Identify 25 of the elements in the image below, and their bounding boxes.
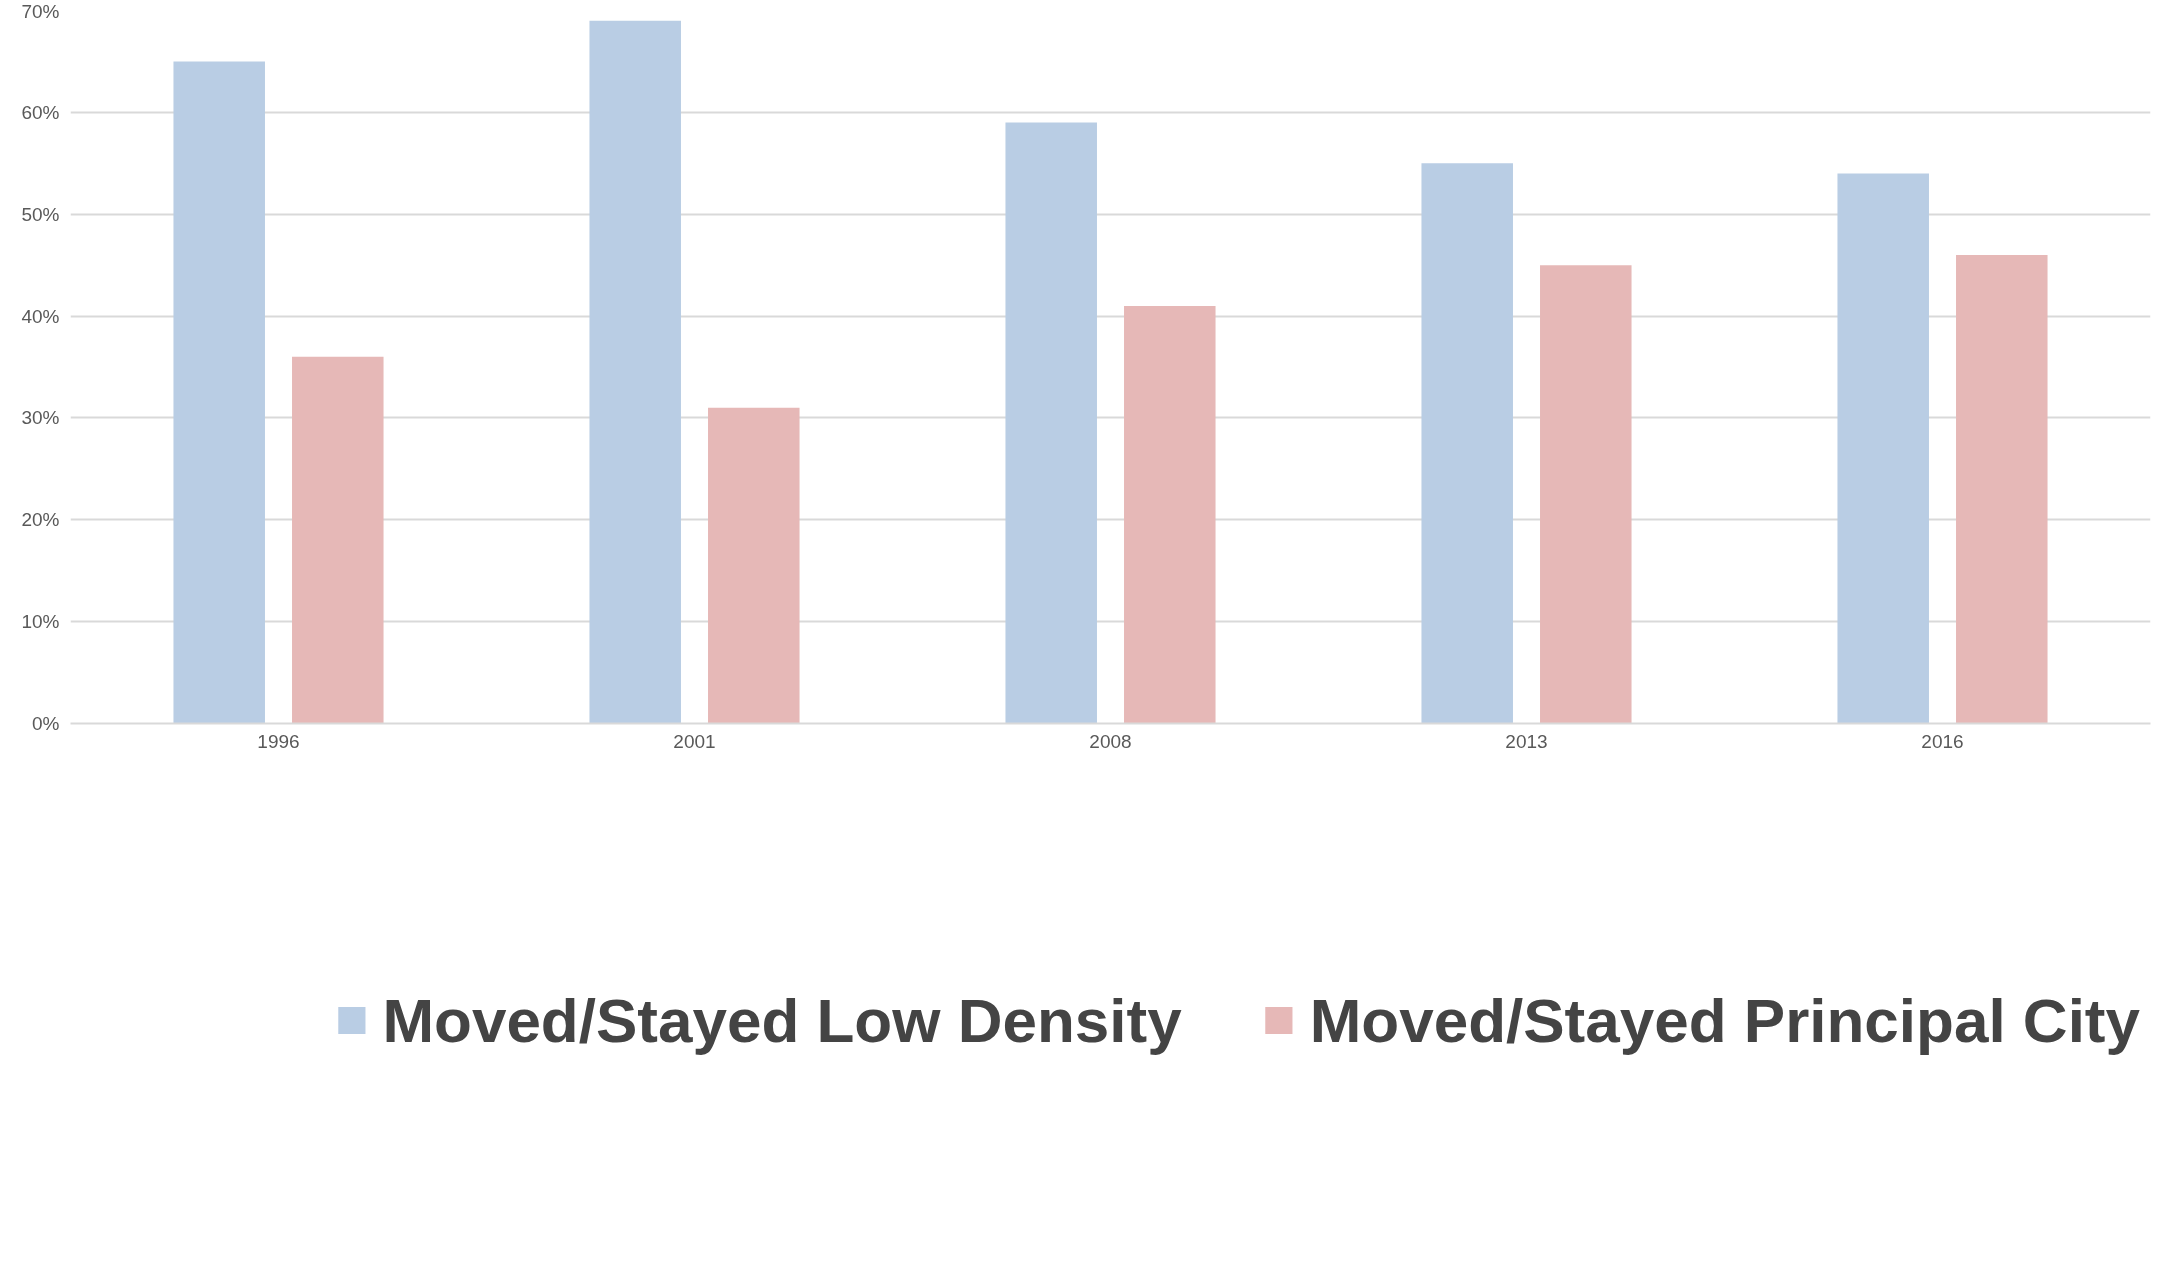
y-tick-label: 40% bbox=[21, 305, 60, 327]
y-tick-label: 30% bbox=[21, 407, 60, 429]
y-tick-label: 10% bbox=[21, 611, 60, 633]
x-tick-label: 2013 bbox=[1505, 730, 1548, 752]
x-tick-label: 2016 bbox=[1921, 730, 1964, 752]
bar bbox=[173, 61, 265, 724]
legend-label: Moved/Stayed Low Density bbox=[382, 984, 1182, 1056]
x-tick-label: 1996 bbox=[257, 730, 300, 752]
bar bbox=[1956, 254, 2048, 724]
x-tick-label: 2001 bbox=[673, 730, 716, 752]
bar bbox=[1540, 265, 1632, 724]
bar bbox=[589, 20, 681, 724]
y-tick-label: 70% bbox=[21, 0, 60, 22]
bar bbox=[1124, 305, 1216, 724]
bar bbox=[1005, 122, 1097, 724]
y-tick-label: 20% bbox=[21, 509, 60, 531]
x-tick-label: 2008 bbox=[1089, 730, 1132, 752]
legend-label: Moved/Stayed Principal City bbox=[1309, 984, 2140, 1056]
y-tick-label: 50% bbox=[21, 203, 60, 225]
y-tick-label: 60% bbox=[21, 101, 60, 123]
bar bbox=[1421, 163, 1513, 724]
bar bbox=[708, 407, 800, 724]
bar bbox=[292, 356, 384, 724]
y-tick-label: 0% bbox=[32, 713, 60, 734]
bar bbox=[1837, 173, 1929, 724]
